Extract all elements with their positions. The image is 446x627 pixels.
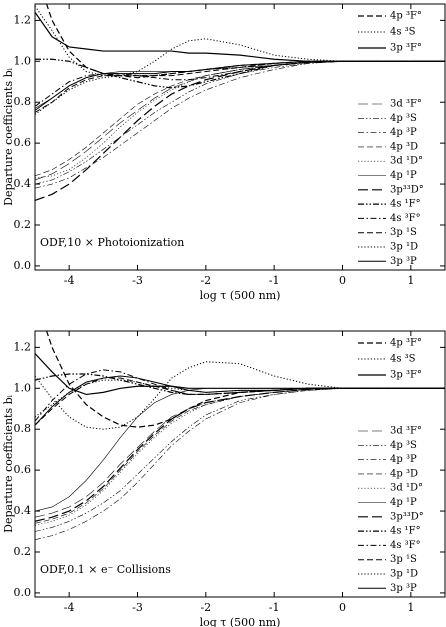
legend-label: 3d ¹D° <box>390 156 423 167</box>
y-axis-label: Departure coefficients bᵢ <box>2 67 15 205</box>
series-line <box>35 387 445 518</box>
legend-label: 3p ³F° <box>390 370 422 381</box>
legend-label: 4p ³F° <box>390 338 422 349</box>
series-line <box>35 58 445 89</box>
legend-label: 4s ³F° <box>390 540 421 551</box>
x-tick-label: -1 <box>269 601 280 614</box>
legend-label: 3p³³D° <box>390 511 424 522</box>
series-line <box>35 375 445 426</box>
x-tick-label: 0 <box>339 601 346 614</box>
legend-label: 4p ³S <box>390 440 417 451</box>
series-line <box>35 60 445 185</box>
legend-label: 3p ³P <box>390 256 417 267</box>
y-tick-label: 1.2 <box>14 340 32 353</box>
series-line <box>35 5 445 77</box>
x-tick-label: 1 <box>407 601 414 614</box>
series-line <box>35 11 445 62</box>
y-tick-label: 0.8 <box>14 422 32 435</box>
x-tick-label: -2 <box>200 274 211 287</box>
series-line <box>35 60 445 201</box>
legend-label: 3d ³F° <box>390 99 422 110</box>
legend-label: 4p ³P <box>390 127 417 138</box>
y-tick-label: 0.0 <box>14 586 32 599</box>
series-line <box>35 387 445 522</box>
series-line <box>35 60 445 177</box>
legend-label: 4p ³D <box>390 141 418 152</box>
series-line <box>45 4 445 79</box>
legend-label: 3p³³D° <box>390 184 424 195</box>
series-line <box>35 60 445 109</box>
legend-label: 4p ³P <box>390 454 417 465</box>
series-line <box>45 331 445 428</box>
annotation: ODF,10 × Photoionization <box>40 236 184 249</box>
y-tick-label: 1.0 <box>14 381 32 394</box>
series-line <box>35 387 445 512</box>
x-tick-label: -4 <box>64 274 75 287</box>
series-line <box>35 387 445 532</box>
series-line <box>35 387 445 541</box>
legend-label: 3p ¹D <box>390 569 418 580</box>
legend-label: 3d ¹D° <box>390 483 423 494</box>
series-line <box>35 60 445 107</box>
legend-label: 3p ¹D <box>390 242 418 253</box>
legend-label: 4s ³S <box>390 354 416 365</box>
legend-label: 3p ¹S <box>390 554 417 565</box>
series-line <box>35 361 445 430</box>
legend-label: 4s ¹F° <box>390 199 421 210</box>
series-line <box>35 387 445 526</box>
y-tick-label: 0.0 <box>14 259 32 272</box>
series-line <box>35 60 445 181</box>
y-tick-label: 0.8 <box>14 95 32 108</box>
x-tick-label: 0 <box>339 274 346 287</box>
legend-label: 3d ³F° <box>390 426 422 437</box>
lines <box>35 331 445 541</box>
y-tick-label: 1.2 <box>14 13 32 26</box>
y-tick-label: 0.4 <box>14 504 32 517</box>
lines <box>35 4 445 201</box>
series-line <box>35 60 445 111</box>
y-axis-label: Departure coefficients bᵢ <box>2 394 15 532</box>
y-tick-label: 0.6 <box>14 463 32 476</box>
series-line <box>35 379 445 418</box>
legend-label: 4p ¹P <box>390 170 417 181</box>
x-axis-label: log τ (500 nm) <box>200 616 281 627</box>
x-tick-label: -3 <box>132 274 143 287</box>
series-line <box>35 60 445 113</box>
series-line <box>35 60 445 189</box>
y-tick-label: 1.0 <box>14 54 32 67</box>
y-tick-label: 0.2 <box>14 218 32 231</box>
legend-label: 4s ³F° <box>390 213 421 224</box>
x-tick-label: 1 <box>407 274 414 287</box>
legend-label: 3p ¹S <box>390 227 417 238</box>
legend-label: 4p ¹P <box>390 497 417 508</box>
legend-label: 3p ³P <box>390 583 417 594</box>
series-line <box>35 369 445 422</box>
x-axis-label: log τ (500 nm) <box>200 289 281 302</box>
x-tick-label: -3 <box>132 601 143 614</box>
series-line <box>35 377 445 426</box>
legend-label: 4p ³D <box>390 468 418 479</box>
series-line <box>35 373 445 396</box>
legend-label: 4p ³S <box>390 113 417 124</box>
legend-label: 3p ³F° <box>390 43 422 54</box>
y-tick-label: 0.2 <box>14 545 32 558</box>
x-tick-label: -4 <box>64 601 75 614</box>
y-tick-label: 0.4 <box>14 177 32 190</box>
legend-label: 4s ¹F° <box>390 526 421 537</box>
annotation: ODF,0.1 × e⁻ Collisions <box>40 563 171 576</box>
x-tick-label: -1 <box>269 274 280 287</box>
plot-frame <box>34 330 446 598</box>
legend-label: 4p ³F° <box>390 11 422 22</box>
legend-label: 4s ³S <box>390 27 416 38</box>
series-line <box>35 387 445 524</box>
y-tick-label: 0.6 <box>14 136 32 149</box>
plot-frame <box>34 3 446 271</box>
x-tick-label: -2 <box>200 601 211 614</box>
